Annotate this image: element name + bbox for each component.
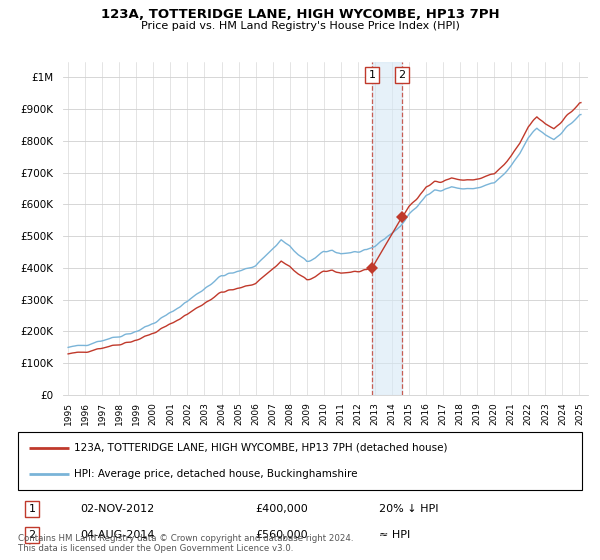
Text: 1: 1 — [29, 503, 35, 514]
Text: 2: 2 — [29, 530, 35, 540]
Text: 123A, TOTTERIDGE LANE, HIGH WYCOMBE, HP13 7PH (detached house): 123A, TOTTERIDGE LANE, HIGH WYCOMBE, HP1… — [74, 442, 448, 452]
Text: 04-AUG-2014: 04-AUG-2014 — [80, 530, 155, 540]
Text: HPI: Average price, detached house, Buckinghamshire: HPI: Average price, detached house, Buck… — [74, 469, 358, 479]
Text: 2: 2 — [398, 70, 406, 80]
Text: 1: 1 — [368, 70, 376, 80]
Text: 02-NOV-2012: 02-NOV-2012 — [80, 503, 154, 514]
Text: 20% ↓ HPI: 20% ↓ HPI — [379, 503, 439, 514]
Text: Contains HM Land Registry data © Crown copyright and database right 2024.
This d: Contains HM Land Registry data © Crown c… — [18, 534, 353, 553]
Text: 123A, TOTTERIDGE LANE, HIGH WYCOMBE, HP13 7PH: 123A, TOTTERIDGE LANE, HIGH WYCOMBE, HP1… — [101, 8, 499, 21]
Bar — [372, 62, 402, 395]
Text: £560,000: £560,000 — [255, 530, 308, 540]
Text: ≈ HPI: ≈ HPI — [379, 530, 410, 540]
Text: £400,000: £400,000 — [255, 503, 308, 514]
Text: Price paid vs. HM Land Registry's House Price Index (HPI): Price paid vs. HM Land Registry's House … — [140, 21, 460, 31]
